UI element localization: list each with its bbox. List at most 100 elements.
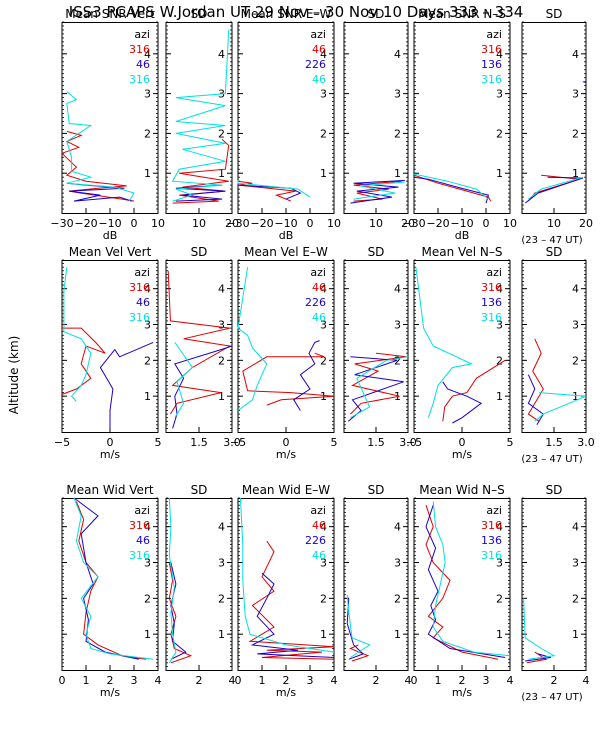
series-line-cyan: [415, 267, 474, 418]
x-tick-label: 2: [107, 674, 114, 687]
series-line-cyan: [171, 29, 230, 202]
series-line-cyan: [528, 176, 583, 200]
x-tick-label: 1: [435, 674, 442, 687]
panel-title: Mean SNR E–W: [241, 7, 332, 21]
y-tick-label: 1: [218, 390, 225, 403]
y-tick-label: 1: [144, 167, 151, 180]
legend-entry: 226: [305, 534, 326, 547]
y-tick-label: 2: [394, 592, 401, 605]
legend-header: azi: [486, 504, 502, 517]
y-tick-label: 3: [144, 319, 151, 332]
series-line-blue: [170, 562, 187, 660]
x-axis-label: dB: [103, 229, 118, 242]
series-line-cyan: [350, 356, 409, 419]
panel-frame: [413, 498, 511, 671]
panel-frame: [237, 498, 335, 671]
x-tick-label: 2: [551, 674, 558, 687]
figure-title: ISS3 PCAPS W.Jordan UT 29 Nov – 30 Nov 1…: [69, 3, 524, 21]
legend-entry: 316: [481, 519, 502, 532]
x-tick-label: −5: [54, 436, 70, 449]
y-tick-label: 3: [144, 557, 151, 570]
legend-header: azi: [486, 266, 502, 279]
series-line-red: [248, 540, 335, 660]
x-tick-label: 4: [331, 674, 338, 687]
y-tick-label: 1: [572, 167, 579, 180]
x-tick-label: −30: [402, 217, 425, 230]
panel-2-0: Mean Wid Vert 1 2 3 4 0 1 2 3 4 m/s azi 316 46 316: [59, 483, 162, 699]
x-tick-label: 5: [331, 436, 338, 449]
y-tick-label: 2: [320, 592, 327, 605]
series-line-cyan: [73, 497, 154, 660]
panel-title: SD: [191, 483, 208, 497]
series-line-blue: [293, 340, 320, 411]
series-line-blue: [413, 176, 490, 204]
x-tick-label: 1: [259, 674, 266, 687]
x-tick-label: 4: [405, 674, 412, 687]
legend-header: azi: [134, 266, 150, 279]
x-tick-label: 10: [503, 217, 517, 230]
series-line-cyan: [66, 91, 135, 202]
legend-entry: 316: [129, 311, 150, 324]
y-tick-label: 1: [218, 628, 225, 641]
panel-title: SD: [368, 245, 385, 259]
y-tick-label: 4: [394, 48, 401, 61]
x-tick-label: 3.0: [223, 436, 241, 449]
panel-title: Mean Wid N–S: [419, 483, 504, 497]
y-tick-label: 2: [144, 354, 151, 367]
legend-entry: 46: [312, 43, 326, 56]
panel-frame: [413, 22, 511, 214]
legend-entry: 316: [481, 281, 502, 294]
panel-0-4: Mean SNR N–S 1 2 3 4 −30 −20 −10 0 10 dB azi 316 136 3…: [402, 7, 517, 242]
x-tick-label: −10: [98, 217, 121, 230]
series-line-cyan: [523, 598, 556, 660]
panel-title: Mean Wid E–W: [242, 483, 330, 497]
y-tick-label: 4: [496, 48, 503, 61]
legend-entry: 316: [129, 43, 150, 56]
series-line-red: [75, 501, 147, 660]
series-line-red: [413, 174, 492, 202]
legend-entry: 46: [312, 519, 326, 532]
x-tick-label: −20: [426, 217, 449, 230]
y-tick-label: 2: [496, 354, 503, 367]
panel-0-0: Mean SNR Vert 1 2 3 4 −30 −20 −10 0 10 dB azi 316 46 3…: [50, 7, 165, 242]
series-line-cyan: [534, 392, 587, 422]
panel-frame: [343, 22, 409, 214]
panel-title: SD: [546, 7, 563, 21]
x-tick-label: −20: [74, 217, 97, 230]
x-tick-label: 10: [192, 217, 206, 230]
x-tick-label: 5: [507, 436, 514, 449]
series-line-red: [242, 352, 335, 406]
y-tick-label: 3: [218, 557, 225, 570]
legend-entry: 316: [129, 73, 150, 86]
panel-frame: [343, 498, 409, 671]
series-line-cyan: [63, 267, 92, 402]
x-tick-label: 5: [155, 436, 162, 449]
y-tick-label: 3: [394, 557, 401, 570]
y-tick-label: 2: [320, 354, 327, 367]
panel-frame: [237, 22, 335, 214]
series-line-red: [168, 562, 193, 664]
panel-1-1: SD 1 2 3 4 1.5 3.0: [165, 245, 241, 449]
series-line-blue: [347, 356, 404, 422]
x-tick-label: 0: [107, 436, 114, 449]
series-line-blue: [346, 598, 365, 660]
legend-entry: 316: [129, 549, 150, 562]
x-tick-label: 0: [235, 674, 242, 687]
x-axis-label: dB: [455, 229, 470, 242]
series-line-cyan: [168, 497, 177, 664]
panel-2-1: SD 1 2 3 4 2 4: [165, 483, 236, 687]
panel-title: SD: [546, 245, 563, 259]
x-tick-label: 3: [483, 674, 490, 687]
legend-entry: 46: [312, 281, 326, 294]
x-tick-label: 0: [459, 436, 466, 449]
legend-entry: 316: [129, 281, 150, 294]
y-tick-label: 4: [394, 521, 401, 534]
y-tick-label: 3: [394, 88, 401, 101]
series-line-cyan: [174, 342, 194, 418]
y-tick-label: 3: [320, 319, 327, 332]
y-tick-label: 4: [496, 521, 503, 534]
legend-entry: 136: [481, 58, 502, 71]
x-tick-label: −30: [226, 217, 249, 230]
legend-entry: 316: [481, 311, 502, 324]
